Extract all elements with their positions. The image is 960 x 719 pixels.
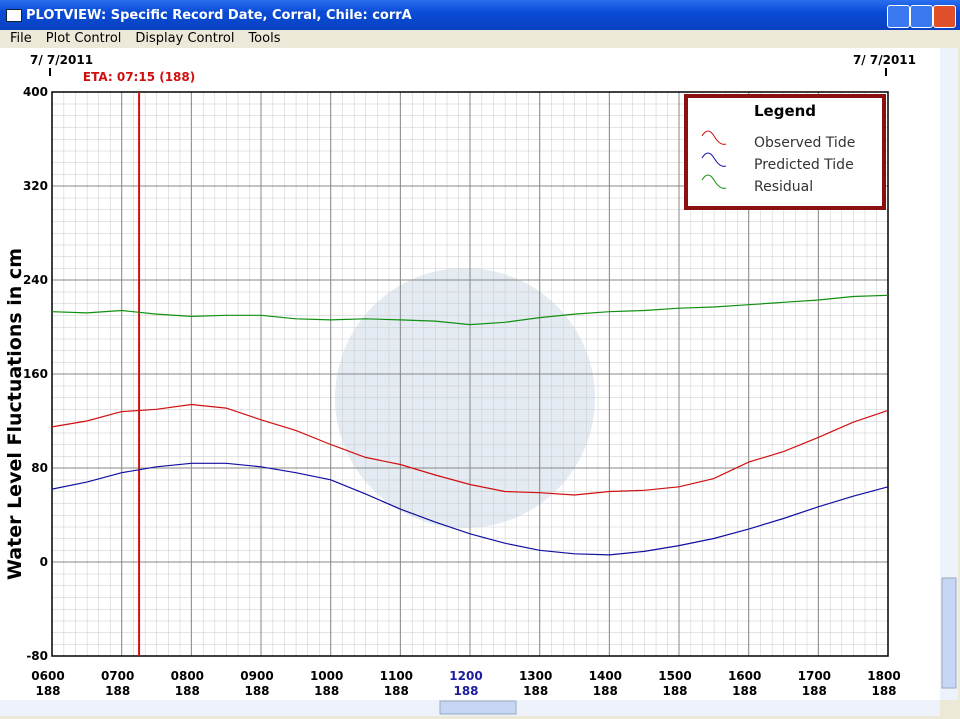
menu-item[interactable]: Plot Control bbox=[45, 31, 122, 46]
x-tick-label: 1000 bbox=[310, 669, 343, 683]
h-scroll-thumb[interactable] bbox=[439, 700, 517, 715]
x-tick-sublabel: 188 bbox=[105, 684, 130, 698]
menu-item[interactable]: File bbox=[10, 31, 32, 46]
legend-label: Residual bbox=[754, 179, 813, 195]
date-left: 7/ 7/2011 bbox=[30, 53, 93, 67]
x-tick-sublabel: 188 bbox=[453, 684, 478, 698]
series-line bbox=[51, 462, 889, 556]
x-tick-label: 1500 bbox=[658, 669, 691, 683]
x-tick-sublabel: 188 bbox=[802, 684, 827, 698]
x-tick-sublabel: 188 bbox=[384, 684, 409, 698]
close[interactable] bbox=[933, 5, 956, 28]
date-right: 7/ 7/2011 bbox=[853, 53, 916, 67]
x-tick-sublabel: 188 bbox=[593, 684, 618, 698]
x-tick-sublabel: 188 bbox=[35, 684, 60, 698]
maximize[interactable] bbox=[910, 5, 933, 28]
menu-item[interactable]: Tools bbox=[248, 31, 281, 46]
y-tick-label: 160 bbox=[23, 367, 48, 381]
x-tick-label: 1400 bbox=[589, 669, 622, 683]
x-tick-sublabel: 188 bbox=[871, 684, 896, 698]
x-tick-sublabel: 188 bbox=[244, 684, 269, 698]
y-tick-label: 80 bbox=[31, 461, 48, 475]
x-tick-label: 0900 bbox=[240, 669, 273, 683]
x-tick-sublabel: 188 bbox=[732, 684, 757, 698]
y-tick-label: 320 bbox=[23, 179, 48, 193]
x-tick-label: 1100 bbox=[380, 669, 413, 683]
minimize[interactable] bbox=[887, 5, 910, 28]
x-tick-sublabel: 188 bbox=[175, 684, 200, 698]
x-tick-label: 1200 bbox=[449, 669, 482, 683]
plot-frame bbox=[51, 91, 889, 657]
x-tick-sublabel: 188 bbox=[662, 684, 687, 698]
legend-swatch bbox=[701, 174, 727, 189]
x-tick-label: 0800 bbox=[171, 669, 204, 683]
v-scrollbar[interactable] bbox=[940, 48, 958, 700]
series-line bbox=[51, 294, 889, 326]
legend-title: Legend bbox=[754, 102, 816, 120]
series-line bbox=[51, 403, 889, 496]
menu-item[interactable]: Display Control bbox=[135, 31, 235, 46]
menu-bar: File Plot Control Display Control Tools bbox=[0, 30, 960, 48]
legend-swatch bbox=[701, 130, 727, 145]
x-tick-sublabel: 188 bbox=[523, 684, 548, 698]
legend-swatch bbox=[701, 152, 727, 167]
legend-label: Predicted Tide bbox=[754, 157, 854, 173]
x-tick-label: 0700 bbox=[101, 669, 134, 683]
x-tick-label: 1300 bbox=[519, 669, 552, 683]
y-axis-label: Water Level Fluctuations in cm bbox=[4, 248, 26, 580]
chart: -800801602403204000600188070018808001880… bbox=[0, 48, 958, 716]
y-tick-label: 240 bbox=[23, 273, 48, 287]
x-tick-label: 1600 bbox=[728, 669, 761, 683]
x-tick-sublabel: 188 bbox=[314, 684, 339, 698]
x-tick-label: 1800 bbox=[867, 669, 900, 683]
legend-box bbox=[684, 94, 886, 210]
x-tick-label: 1700 bbox=[798, 669, 831, 683]
window-title: PLOTVIEW: Specific Record Date, Corral, … bbox=[26, 8, 412, 23]
y-tick-label: 400 bbox=[23, 85, 48, 99]
eta-label: ETA: 07:15 (188) bbox=[83, 70, 195, 84]
y-tick-label: -80 bbox=[26, 649, 48, 663]
y-tick-label: 0 bbox=[40, 555, 48, 569]
legend-label: Observed Tide bbox=[754, 135, 855, 151]
v-scroll-thumb[interactable] bbox=[941, 577, 957, 689]
title-bar: PLOTVIEW: Specific Record Date, Corral, … bbox=[0, 0, 960, 30]
x-tick-label: 0600 bbox=[31, 669, 64, 683]
